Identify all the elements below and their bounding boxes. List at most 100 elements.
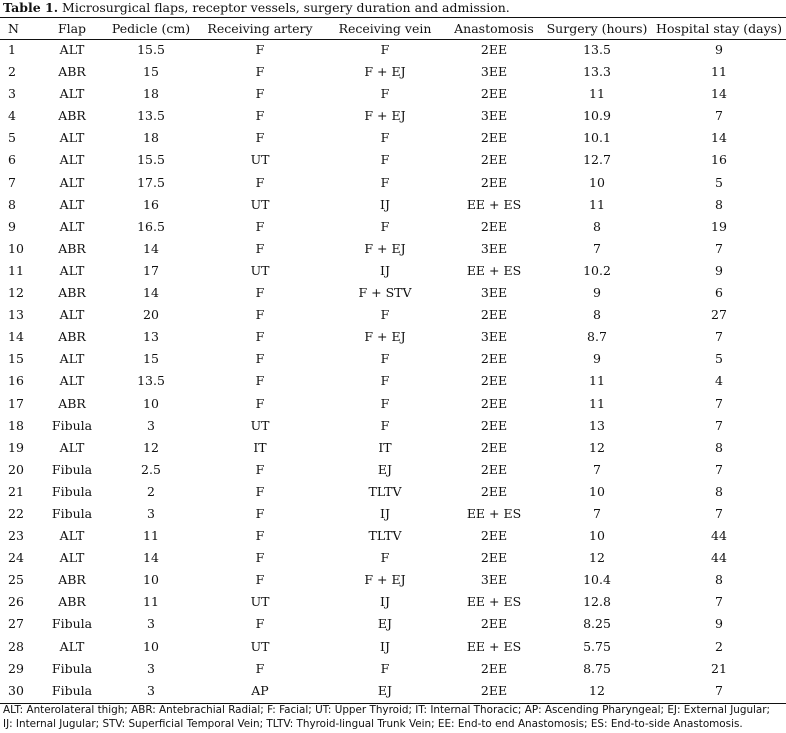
cell-receiving-vein: F + EJ (364, 108, 406, 124)
cell-anastomosis: 2EE (480, 373, 508, 389)
cell-surgery-hours: 8 (593, 307, 601, 323)
cell-surgery-hours: 12.7 (583, 152, 611, 168)
cell-anastomosis: 2EE (480, 528, 508, 544)
cell-receiving-artery: F (255, 505, 265, 521)
cell-flap: Fibula (51, 461, 93, 477)
table-row: 27 Fibula 3 F EJ 2EE 8.25 9 (0, 613, 786, 635)
cell-hospital-stay: 8 (715, 196, 723, 212)
cell-surgery-hours: 10.2 (583, 262, 611, 278)
cell-n: 7 (8, 174, 16, 190)
cell-n: 25 (8, 572, 24, 588)
cell-receiving-artery: F (255, 550, 265, 566)
cell-hospital-stay: 16 (711, 152, 727, 168)
cell-anastomosis: 2EE (480, 550, 508, 566)
cell-hospital-stay: 8 (715, 483, 723, 499)
cell-surgery-hours: 8.75 (583, 660, 611, 676)
cell-flap: ALT (59, 42, 85, 57)
cell-anastomosis: 3EE (480, 329, 508, 345)
cell-pedicle: 3 (147, 682, 155, 698)
cell-receiving-vein: EJ (377, 616, 393, 632)
cell-pedicle: 13 (143, 329, 159, 345)
cell-receiving-vein: IJ (380, 505, 390, 521)
cell-n: 19 (8, 439, 24, 455)
cell-surgery-hours: 12.8 (583, 594, 611, 610)
cell-hospital-stay: 44 (711, 528, 727, 544)
table-row: 19 ALT 12 IT IT 2EE 12 8 (0, 437, 786, 459)
cell-receiving-vein: EJ (377, 461, 393, 477)
footnote-line: ALT: Anterolateral thigh; ABR: Antebrach… (3, 704, 771, 716)
cell-receiving-artery: F (255, 108, 265, 124)
table-row: 29 Fibula 3 F F 2EE 8.75 21 (0, 658, 786, 680)
table-row: 14 ABR 13 F F + EJ 3EE 8.7 7 (0, 326, 786, 348)
cell-hospital-stay: 7 (715, 417, 723, 433)
cell-receiving-vein: F (380, 130, 390, 146)
table-top-rule (0, 17, 786, 18)
cell-pedicle: 3 (147, 505, 155, 521)
cell-anastomosis: 2EE (480, 439, 508, 455)
cell-hospital-stay: 21 (711, 660, 727, 676)
cell-receiving-artery: F (255, 42, 265, 57)
cell-receiving-vein: IT (378, 439, 392, 455)
cell-receiving-vein: IJ (380, 638, 390, 654)
table-row: 10 ABR 14 F F + EJ 3EE 7 7 (0, 238, 786, 260)
cell-receiving-vein: EJ (377, 682, 393, 698)
table-row: 13 ALT 20 F F 2EE 8 27 (0, 304, 786, 326)
cell-hospital-stay: 5 (715, 351, 723, 367)
cell-flap: ABR (58, 64, 86, 80)
column-header-anastomosis: Anastomosis (454, 21, 534, 36)
cell-receiving-artery: UT (250, 152, 270, 168)
cell-n: 11 (8, 262, 24, 278)
cell-pedicle: 11 (143, 594, 159, 610)
cell-flap: ABR (58, 329, 86, 345)
cell-flap: ALT (59, 196, 85, 212)
cell-flap: Fibula (51, 660, 93, 676)
cell-flap: ALT (59, 86, 85, 102)
cell-n: 22 (8, 505, 24, 521)
cell-pedicle: 11 (143, 528, 159, 544)
cell-receiving-vein: F + EJ (364, 572, 406, 588)
cell-anastomosis: 2EE (480, 483, 508, 499)
cell-n: 10 (8, 240, 24, 256)
cell-pedicle: 15 (143, 351, 159, 367)
cell-receiving-vein: F (380, 550, 390, 566)
cell-receiving-artery: UT (250, 262, 270, 278)
cell-anastomosis: 2EE (480, 130, 508, 146)
cell-hospital-stay: 44 (711, 550, 727, 566)
cell-hospital-stay: 6 (715, 285, 723, 301)
cell-n: 12 (8, 285, 24, 301)
cell-hospital-stay: 4 (715, 373, 723, 389)
column-header-receiving-artery: Receiving artery (207, 21, 313, 36)
cell-receiving-vein: F (380, 152, 390, 168)
cell-pedicle: 14 (143, 240, 159, 256)
cell-n: 14 (8, 329, 24, 345)
cell-receiving-vein: F (380, 351, 390, 367)
cell-n: 21 (8, 483, 24, 499)
cell-receiving-vein: F + EJ (364, 240, 406, 256)
cell-anastomosis: 2EE (480, 307, 508, 323)
cell-anastomosis: 3EE (480, 285, 508, 301)
cell-anastomosis: 3EE (480, 108, 508, 124)
cell-pedicle: 18 (143, 86, 159, 102)
cell-pedicle: 13.5 (137, 108, 165, 124)
column-header-flap: Flap (57, 21, 87, 36)
cell-flap: Fibula (51, 505, 93, 521)
cell-receiving-artery: F (255, 130, 265, 146)
cell-pedicle: 3 (147, 417, 155, 433)
cell-flap: ALT (59, 218, 85, 234)
cell-n: 5 (8, 130, 16, 146)
cell-flap: ALT (59, 528, 85, 544)
table-row: 23 ALT 11 F TLTV 2EE 10 44 (0, 525, 786, 547)
data-table: N Flap Pedicle (cm) Receiving artery Rec… (0, 18, 786, 702)
cell-hospital-stay: 9 (715, 616, 723, 632)
cell-anastomosis: 2EE (480, 417, 508, 433)
table-row: 30 Fibula 3 AP EJ 2EE 12 7 (0, 680, 786, 702)
cell-hospital-stay: 14 (711, 130, 727, 146)
cell-hospital-stay: 7 (715, 505, 723, 521)
cell-flap: ABR (58, 285, 86, 301)
cell-surgery-hours: 10 (589, 174, 605, 190)
cell-flap: ALT (59, 262, 85, 278)
cell-receiving-vein: IJ (380, 196, 390, 212)
cell-n: 27 (8, 616, 24, 632)
cell-hospital-stay: 8 (715, 439, 723, 455)
cell-surgery-hours: 7 (593, 505, 601, 521)
